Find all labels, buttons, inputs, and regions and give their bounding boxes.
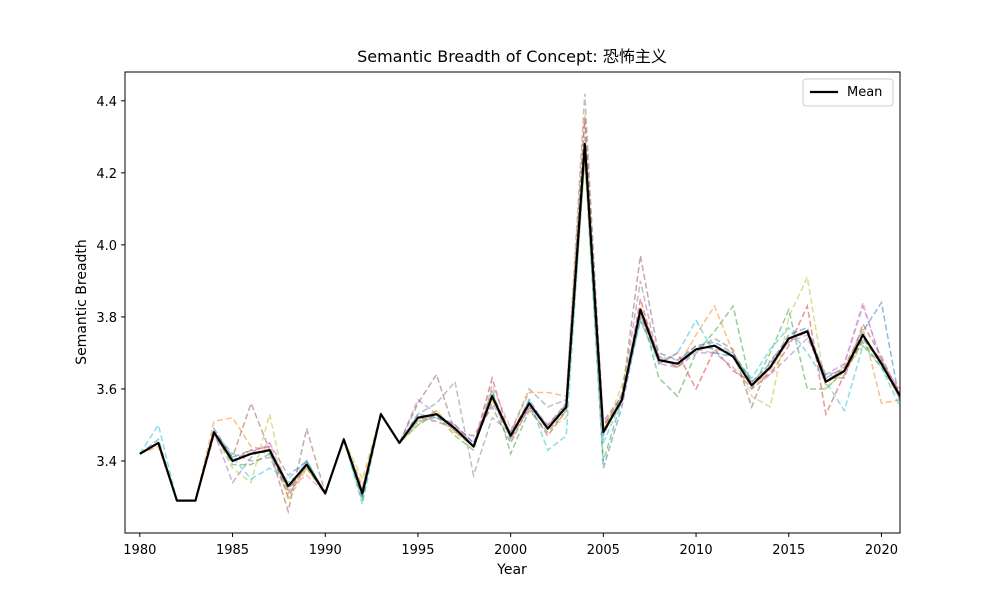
- x-tick-label: 2015: [772, 543, 805, 558]
- chart-title: Semantic Breadth of Concept: 恐怖主义: [357, 47, 667, 66]
- x-tick-label: 1995: [401, 543, 434, 558]
- y-tick-label: 3.6: [96, 383, 117, 398]
- x-axis-label: Year: [496, 562, 527, 578]
- mean-layer: [139, 142, 900, 502]
- series-line-9: [139, 158, 900, 503]
- y-tick-label: 4.2: [96, 167, 117, 182]
- mean-line: [139, 142, 900, 502]
- y-tick-label: 3.8: [96, 311, 117, 326]
- series-line-7: [139, 143, 900, 502]
- x-axis: 1980 1985 1990 1995 2000 2005 2010 2015 2020: [123, 533, 898, 558]
- series-line-5: [139, 136, 900, 502]
- series-layer: [139, 93, 900, 515]
- x-tick-label: 1980: [123, 543, 156, 558]
- x-tick-label: 1985: [216, 543, 249, 558]
- x-tick-label: 2005: [587, 543, 620, 558]
- legend-box: [802, 78, 894, 107]
- y-tick-label: 3.4: [96, 455, 117, 470]
- series-line-6: [139, 118, 900, 515]
- x-tick-label: 2020: [865, 543, 898, 558]
- plot-area-frame: [124, 71, 901, 534]
- y-tick-label: 4.0: [96, 239, 117, 254]
- y-tick-label: 4.4: [96, 95, 117, 110]
- legend-mean-label: Mean: [847, 85, 882, 100]
- series-line-8: [139, 93, 900, 502]
- legend: Mean: [802, 78, 894, 107]
- y-axis-label: Semantic Breadth: [74, 239, 90, 365]
- series-line-1: [139, 147, 900, 502]
- series-line-2: [139, 115, 900, 502]
- x-tick-label: 1990: [309, 543, 342, 558]
- x-tick-label: 2010: [680, 543, 713, 558]
- series-line-4: [139, 154, 900, 502]
- y-axis: 3.4 3.6 3.8 4.0 4.2 4.4: [96, 95, 125, 470]
- series-line-10: [139, 151, 900, 505]
- x-tick-label: 2000: [494, 543, 527, 558]
- series-line-3: [139, 158, 900, 502]
